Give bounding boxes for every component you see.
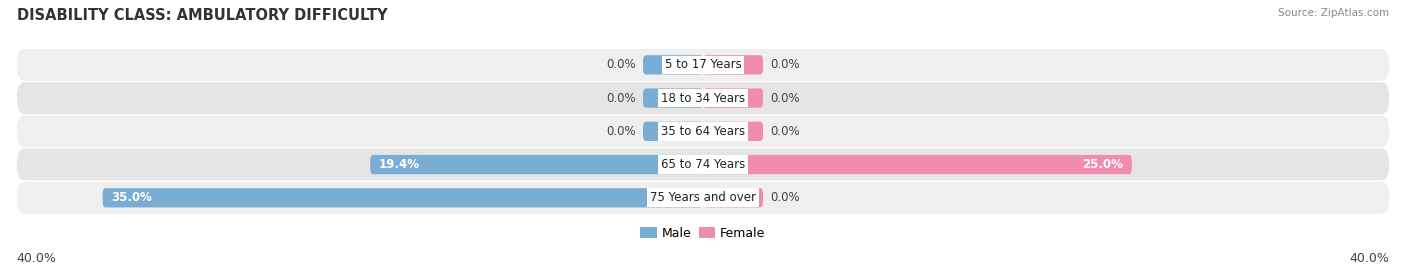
Text: 40.0%: 40.0% — [17, 252, 56, 265]
FancyBboxPatch shape — [17, 49, 1389, 81]
FancyBboxPatch shape — [17, 148, 1389, 181]
Text: 0.0%: 0.0% — [606, 92, 636, 105]
Text: 19.4%: 19.4% — [378, 158, 420, 171]
FancyBboxPatch shape — [643, 55, 703, 75]
FancyBboxPatch shape — [643, 122, 703, 141]
FancyBboxPatch shape — [703, 55, 763, 75]
Text: 35 to 64 Years: 35 to 64 Years — [661, 125, 745, 138]
Text: 18 to 34 Years: 18 to 34 Years — [661, 92, 745, 105]
FancyBboxPatch shape — [703, 188, 763, 207]
Text: 0.0%: 0.0% — [770, 191, 800, 204]
Text: 0.0%: 0.0% — [606, 58, 636, 71]
Text: 25.0%: 25.0% — [1083, 158, 1123, 171]
FancyBboxPatch shape — [103, 188, 703, 207]
FancyBboxPatch shape — [370, 155, 703, 174]
FancyBboxPatch shape — [703, 122, 763, 141]
FancyBboxPatch shape — [643, 88, 703, 108]
Legend: Male, Female: Male, Female — [636, 222, 770, 245]
Text: 0.0%: 0.0% — [770, 58, 800, 71]
Text: 75 Years and over: 75 Years and over — [650, 191, 756, 204]
FancyBboxPatch shape — [703, 155, 1132, 174]
Text: 65 to 74 Years: 65 to 74 Years — [661, 158, 745, 171]
FancyBboxPatch shape — [17, 82, 1389, 114]
Text: 40.0%: 40.0% — [1350, 252, 1389, 265]
FancyBboxPatch shape — [17, 182, 1389, 214]
Text: 0.0%: 0.0% — [770, 125, 800, 138]
Text: 0.0%: 0.0% — [770, 92, 800, 105]
Text: DISABILITY CLASS: AMBULATORY DIFFICULTY: DISABILITY CLASS: AMBULATORY DIFFICULTY — [17, 8, 388, 23]
FancyBboxPatch shape — [703, 88, 763, 108]
Text: 0.0%: 0.0% — [606, 125, 636, 138]
Text: 35.0%: 35.0% — [111, 191, 152, 204]
FancyBboxPatch shape — [17, 115, 1389, 147]
Text: Source: ZipAtlas.com: Source: ZipAtlas.com — [1278, 8, 1389, 18]
Text: 5 to 17 Years: 5 to 17 Years — [665, 58, 741, 71]
